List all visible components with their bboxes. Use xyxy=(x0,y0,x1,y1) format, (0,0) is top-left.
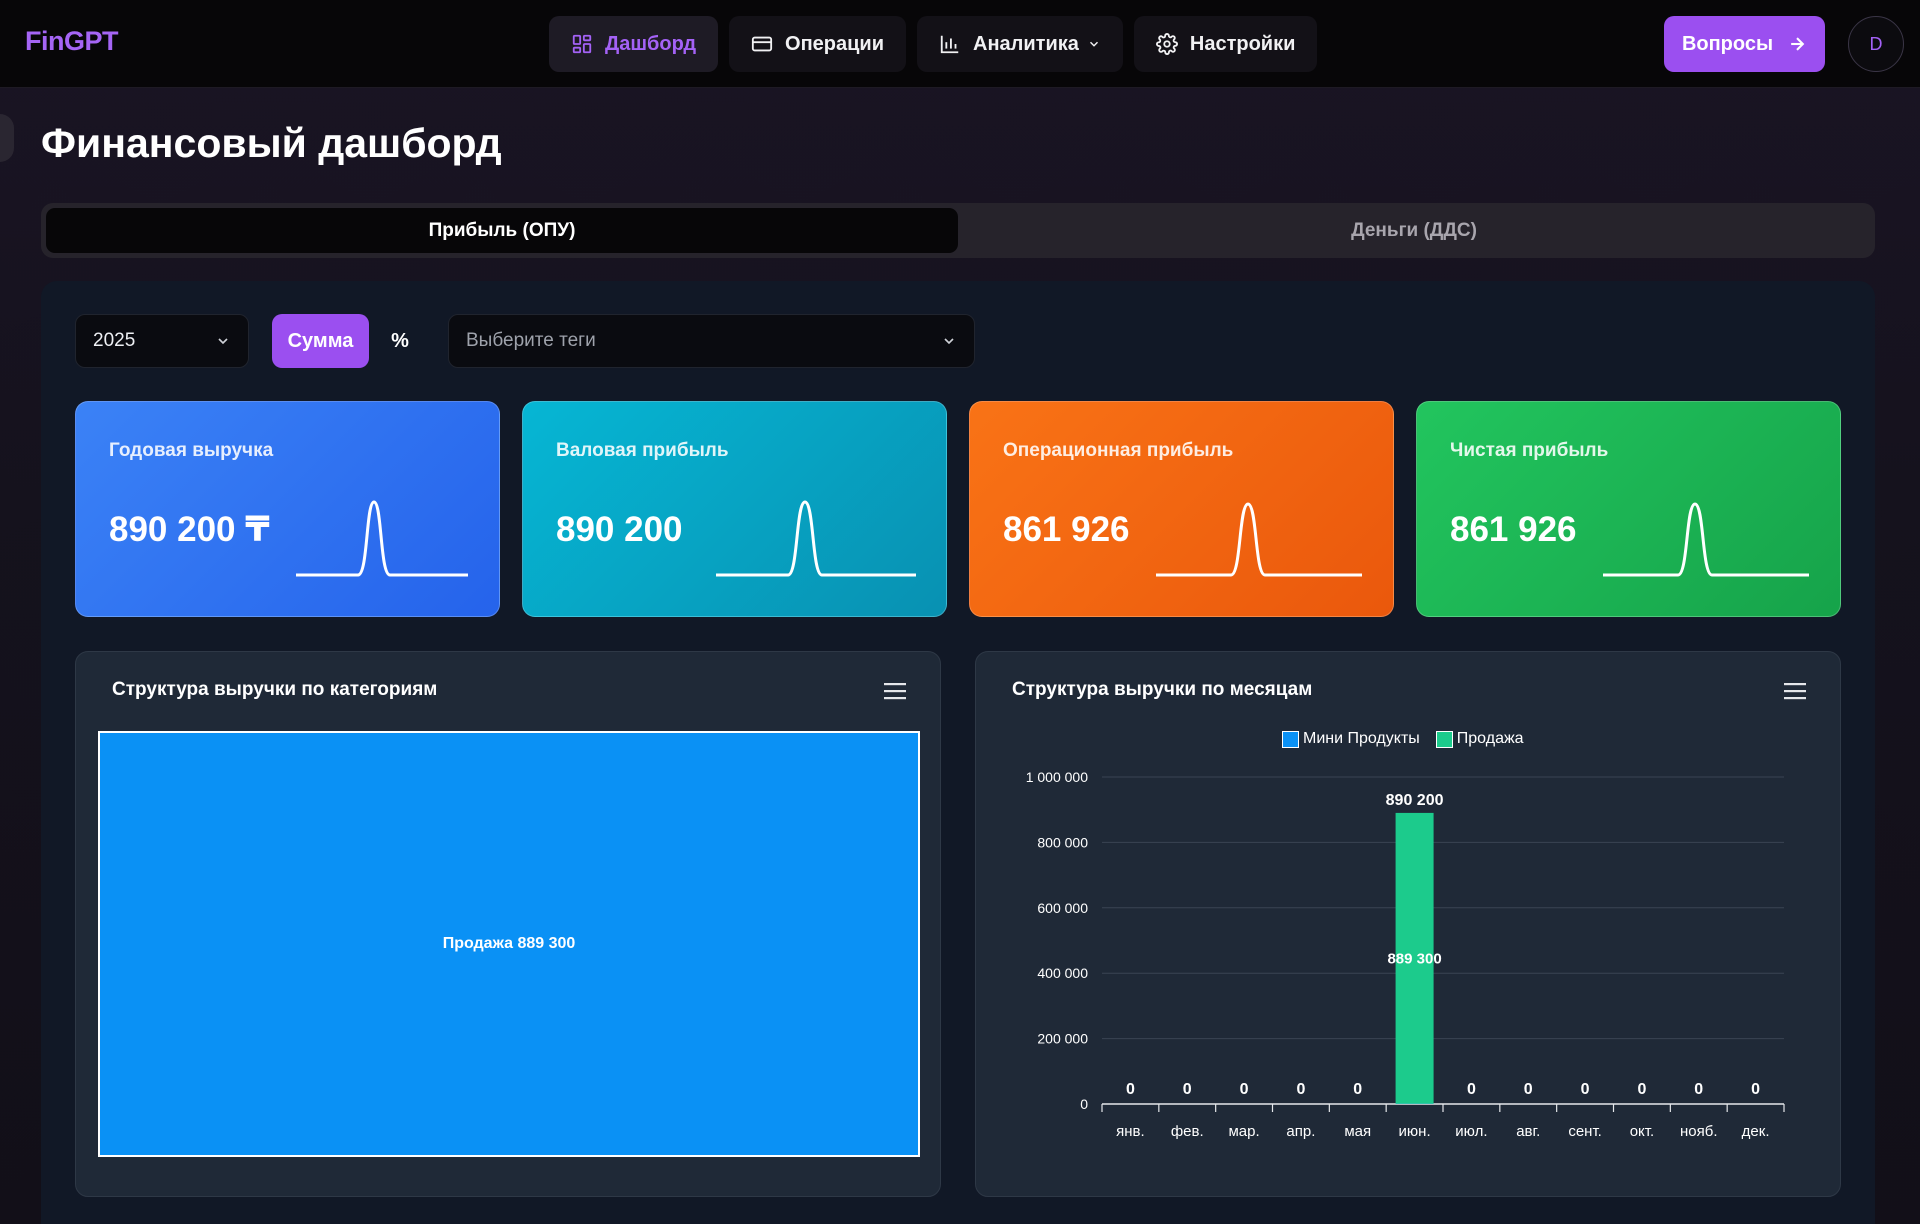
hamburger-menu-icon[interactable] xyxy=(1784,682,1806,700)
kpi-label: Валовая прибыль xyxy=(556,440,729,461)
kpi-value: 890 200 ₸ xyxy=(109,510,270,549)
bar-total-label: 0 xyxy=(1296,1081,1305,1098)
report-tabs: Прибыль (ОПУ) Деньги (ДДС) xyxy=(41,203,1875,258)
bar xyxy=(1395,812,1434,1104)
kpi-value: 861 926 xyxy=(1003,510,1130,549)
y-tick-label: 200 000 xyxy=(1037,1031,1088,1047)
tags-select-placeholder: Выберите теги xyxy=(466,330,596,351)
nav-operations-label: Операции xyxy=(785,32,885,55)
kpi-value: 890 200 xyxy=(556,510,683,549)
kpi-net-profit: Чистая прибыль 861 926 xyxy=(1416,401,1841,617)
x-tick-label: апр. xyxy=(1286,1123,1315,1140)
nav-dashboard[interactable]: Дашборд xyxy=(549,16,719,72)
tab-cashflow[interactable]: Деньги (ДДС) xyxy=(1351,219,1477,241)
x-tick-label: мая xyxy=(1344,1123,1371,1140)
y-tick-label: 600 000 xyxy=(1037,900,1088,916)
year-select[interactable]: 2025 xyxy=(75,314,249,368)
sum-mode-button[interactable]: Сумма xyxy=(272,314,369,368)
user-avatar[interactable]: D xyxy=(1848,16,1904,72)
bar-total-label: 0 xyxy=(1637,1081,1646,1098)
kpi-gross-profit: Валовая прибыль 890 200 xyxy=(522,401,947,617)
legend-label: Мини Продукты xyxy=(1303,730,1420,747)
kpi-label: Годовая выручка xyxy=(109,440,274,461)
x-tick-label: авг. xyxy=(1516,1123,1540,1140)
x-tick-label: мар. xyxy=(1228,1123,1259,1140)
x-tick-label: сент. xyxy=(1568,1123,1602,1140)
tags-select[interactable]: Выберите теги xyxy=(448,314,975,368)
app-logo[interactable]: FinGPT xyxy=(25,26,119,56)
chart-title: Структура выручки по месяцам xyxy=(1012,679,1313,700)
chevron-down-icon xyxy=(944,338,954,345)
nav-settings[interactable]: Настройки xyxy=(1133,16,1318,72)
nav-dashboard-label: Дашборд xyxy=(605,32,697,55)
sparkline xyxy=(1603,502,1809,577)
monthly-chart-card: Структура выручки по месяцам Мини Продук… xyxy=(975,651,1841,1197)
hamburger-menu-icon[interactable] xyxy=(884,682,906,700)
legend-item[interactable]: Продажа xyxy=(1435,730,1524,748)
kpi-value: 861 926 xyxy=(1450,510,1577,549)
bar-total-label: 0 xyxy=(1353,1081,1362,1098)
legend-swatch xyxy=(1282,730,1299,748)
x-tick-label: фев. xyxy=(1171,1123,1204,1140)
legend-label: Продажа xyxy=(1456,730,1524,747)
monthly-bar-chart: 0 200 000 400 000 600 000 800 000 1 000 000 0 я… xyxy=(1026,769,1785,1140)
x-tick-label: янв. xyxy=(1116,1123,1145,1140)
percent-mode-button[interactable]: % xyxy=(391,329,409,352)
bar-total-label: 0 xyxy=(1524,1081,1533,1098)
x-tick-label: июн. xyxy=(1399,1123,1431,1140)
questions-button[interactable]: Вопросы xyxy=(1664,16,1825,72)
sparkline xyxy=(296,500,468,577)
bar-total-label: 0 xyxy=(1126,1081,1135,1098)
x-tick-label: нояб. xyxy=(1680,1123,1718,1140)
year-select-value: 2025 xyxy=(93,330,136,351)
sparkline xyxy=(716,500,916,577)
gear-icon xyxy=(1155,33,1178,55)
page-title: Финансовый дашборд xyxy=(41,120,502,166)
bar-total-label: 0 xyxy=(1751,1081,1760,1098)
nav-settings-label: Настройки xyxy=(1189,32,1296,55)
nav-analytics[interactable]: Аналитика xyxy=(917,16,1123,72)
category-chart-card: Структура выручки по категориям Продажа … xyxy=(75,651,941,1197)
sidebar-toggle[interactable] xyxy=(0,114,14,162)
bar-total-label: 0 xyxy=(1467,1081,1476,1098)
y-tick-label: 1 000 000 xyxy=(1026,769,1088,785)
bar-total-label: 0 xyxy=(1240,1081,1249,1098)
treemap-tile-label: Продажа 889 300 xyxy=(442,935,576,952)
chevron-down-icon xyxy=(218,338,228,345)
kpi-label: Операционная прибыль xyxy=(1003,440,1234,461)
x-tick-label: дек. xyxy=(1742,1123,1770,1140)
kpi-label: Чистая прибыль xyxy=(1450,440,1609,461)
sparkline xyxy=(1156,502,1362,577)
kpi-annual-revenue: Годовая выручка 890 200 ₸ xyxy=(75,401,500,617)
bar-chart-icon xyxy=(940,35,959,54)
bar-total-label: 890 200 xyxy=(1386,792,1444,809)
bar-total-label: 0 xyxy=(1694,1081,1703,1098)
y-tick-label: 400 000 xyxy=(1037,965,1088,981)
y-tick-label: 0 xyxy=(1080,1096,1088,1112)
card-icon xyxy=(751,36,773,52)
legend-item[interactable]: Мини Продукты xyxy=(1282,730,1420,748)
main-nav: Дашборд Операции Аналитика Настройки xyxy=(549,16,1318,72)
kpi-operating-profit: Операционная прибыль 861 926 xyxy=(969,401,1394,617)
arrow-right-icon xyxy=(1791,37,1805,51)
treemap-tile[interactable]: Продажа 889 300 xyxy=(98,731,920,1157)
y-tick-label: 800 000 xyxy=(1037,834,1088,850)
bar-inner-label: 889 300 xyxy=(1387,951,1441,968)
legend-swatch xyxy=(1435,730,1453,748)
top-navbar: FinGPT Дашборд Операции Аналитика Настро… xyxy=(0,0,1920,88)
bar-total-label: 0 xyxy=(1581,1081,1590,1098)
x-tick-label: окт. xyxy=(1630,1123,1654,1140)
dashboard-grid-icon xyxy=(572,34,592,54)
chart-legend: Мини Продукты Продажа xyxy=(1282,730,1524,748)
nav-analytics-label: Аналитика xyxy=(973,32,1079,55)
tab-profit[interactable]: Прибыль (ОПУ) xyxy=(46,208,958,253)
chart-title: Структура выручки по категориям xyxy=(112,679,438,700)
questions-button-label: Вопросы xyxy=(1681,32,1774,55)
chevron-down-icon xyxy=(1089,41,1098,47)
bar-total-label: 0 xyxy=(1183,1081,1192,1098)
nav-operations[interactable]: Операции xyxy=(729,16,907,72)
x-tick-label: июл. xyxy=(1455,1123,1487,1140)
